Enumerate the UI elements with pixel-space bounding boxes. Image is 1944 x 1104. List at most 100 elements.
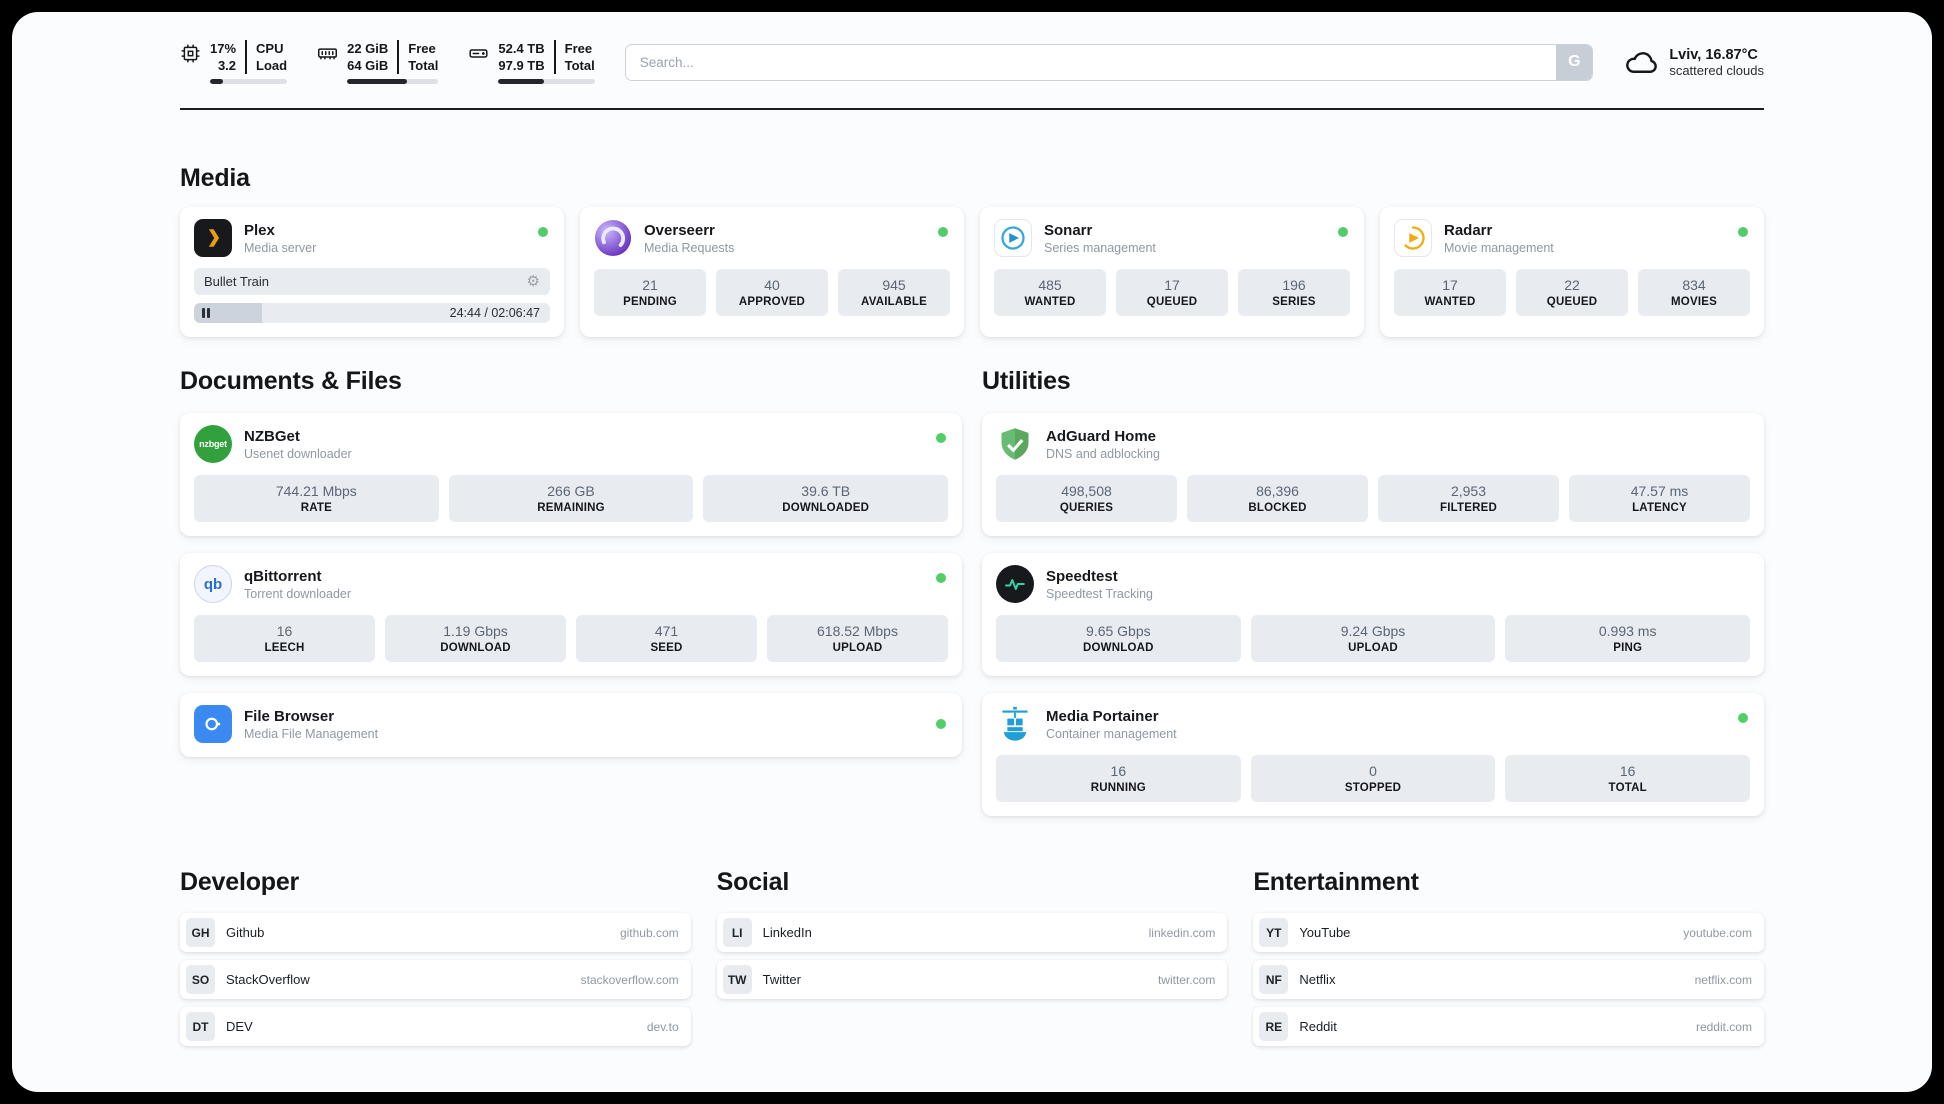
stat-blocked: 86,396 BLOCKED [1187,475,1368,522]
ram-icon [317,43,338,64]
app-name: qBittorrent [244,567,322,585]
stackoverflow-icon: SO [186,965,215,994]
stat-download: 9.65 Gbps DOWNLOAD [996,615,1241,662]
linkedin-icon: LI [722,918,752,947]
bookmark-github[interactable]: GH Github github.com [180,913,691,952]
bookmark-group-entertainment: Entertainment YT YouTube youtube.com NF … [1253,868,1764,1046]
bookmark-reddit[interactable]: RE Reddit reddit.com [1253,1007,1764,1046]
stat-wanted: 485 WANTED [994,269,1106,316]
section-title-utilities: Utilities [982,367,1071,395]
search-engine-button[interactable]: G [1556,44,1593,80]
disk-total-value: 97.9 TB [498,58,545,73]
dashboard-frame: 17% CPU 3.2 Load 22 [12,12,1932,1092]
app-name: AdGuard Home [1046,427,1157,445]
cpu-bar [210,79,288,84]
disk-monitor: 52.4 TB Free 97.9 TB Total [468,40,595,84]
stat-running: 16 RUNNING [996,755,1241,802]
stat-queued: 22 QUEUED [1516,269,1628,316]
section-utilities: Utilities AdGuard Home [982,367,1764,816]
app-subtitle: DNS and adblocking [1046,446,1160,461]
app-name: NZBGet [244,427,300,445]
stat-pending: 21 PENDING [594,269,706,316]
pause-icon[interactable] [202,308,210,318]
header: 17% CPU 3.2 Load 22 [180,40,1764,84]
app-link-radarr[interactable]: Radarr Movie management [1394,219,1750,257]
speedtest-icon [996,565,1034,603]
stat-upload: 618.52 Mbps UPLOAD [767,615,948,662]
status-dot [936,719,946,729]
sonarr-icon [994,219,1032,257]
stat-rate: 744.21 Mbps RATE [194,475,439,522]
app-link-portainer[interactable]: Media Portainer Container management [996,705,1750,743]
app-card-qbittorrent: qb qBittorrent Torrent downloader 16 LEEC… [180,553,962,676]
playback-progress-bar[interactable]: 24:44 / 02:06:47 [194,303,550,323]
app-card-speedtest: Speedtest Speedtest Tracking 9.65 Gbps DO… [982,553,1764,676]
section-media: Media Plex Media server [180,164,1764,337]
bookmark-stackoverflow[interactable]: SO StackOverflow stackoverflow.com [180,960,691,999]
netflix-icon: NF [1259,965,1289,994]
plex-icon [194,219,232,257]
bookmark-linkedin[interactable]: LI LinkedIn linkedin.com [716,913,1228,952]
section-title-documents: Documents & Files [180,367,402,395]
github-icon: GH [186,918,215,947]
app-link-plex[interactable]: Plex Media server [194,219,550,257]
cpu-monitor: 17% CPU 3.2 Load [180,40,288,84]
app-subtitle: Usenet downloader [244,446,352,461]
disk-free-value: 52.4 TB [498,41,545,56]
app-link-adguard[interactable]: AdGuard Home DNS and adblocking [996,425,1750,463]
settings-gear-icon[interactable]: ⚙ [526,273,540,290]
twitter-icon: TW [722,965,752,994]
stat-available: 945 AVAILABLE [838,269,950,316]
header-divider [180,108,1764,110]
ram-free-label: Free [397,40,438,57]
status-dot [538,227,548,237]
stats-row: 9.65 Gbps DOWNLOAD 9.24 Gbps UPLOAD 0.993 … [996,615,1751,662]
app-link-overseerr[interactable]: Overseerr Media Requests [594,219,950,257]
bookmark-netflix[interactable]: NF Netflix netflix.com [1253,960,1764,999]
app-card-filebrowser: File Browser Media File Management [180,693,962,757]
stat-seed: 471 SEED [576,615,757,662]
section-documents: Documents & Files nzbget NZBGet Usenet d… [180,367,962,757]
section-title-media: Media [180,164,250,192]
app-name: Plex [244,221,275,239]
app-link-sonarr[interactable]: Sonarr Series management [994,219,1350,257]
weather-widget: Lviv, 16.87°C scattered clouds [1623,44,1764,80]
stat-latency: 47.57 ms LATENCY [1569,475,1750,522]
overseerr-icon [594,219,632,257]
status-dot [1738,713,1748,723]
stat-approved: 40 APPROVED [716,269,828,316]
weather-location: Lviv, 16.87°C [1669,46,1758,63]
cloud-icon [1623,44,1659,80]
app-link-qbittorrent[interactable]: qb qBittorrent Torrent downloader [194,565,948,603]
reddit-icon: RE [1259,1012,1289,1041]
search-input[interactable] [624,43,1594,81]
app-link-nzbget[interactable]: nzbget NZBGet Usenet downloader [194,425,948,463]
stat-total: 16 TOTAL [1505,755,1751,802]
stat-leech: 16 LEECH [194,615,375,662]
app-name: Speedtest [1046,567,1118,585]
weather-condition: scattered clouds [1669,62,1764,78]
stats-row: 16 LEECH 1.19 Gbps DOWNLOAD 471 SEED 618.52… [194,615,948,662]
app-name: Media Portainer [1046,707,1159,725]
app-card-portainer: Media Portainer Container management 16 R… [982,693,1764,816]
bookmark-twitter[interactable]: TW Twitter twitter.com [716,960,1228,999]
ram-total-value: 64 GiB [347,58,389,73]
ram-monitor: 22 GiB Free 64 GiB Total [317,40,439,84]
stat-stopped: 0 STOPPED [1250,755,1496,802]
qbittorrent-icon: qb [194,565,232,603]
stat-movies: 834 MOVIES [1638,269,1750,316]
app-name: Sonarr [1044,221,1093,239]
stats-row: 16 RUNNING 0 STOPPED 16 TOTAL [996,755,1751,802]
disk-free-label: Free [553,40,595,57]
app-link-speedtest[interactable]: Speedtest Speedtest Tracking [996,565,1750,603]
app-card-nzbget: nzbget NZBGet Usenet downloader 744.21 M… [180,413,962,536]
bookmark-youtube[interactable]: YT YouTube youtube.com [1253,913,1764,952]
app-link-filebrowser[interactable]: File Browser Media File Management [194,705,948,743]
disk-bar [498,79,595,84]
app-card-sonarr: Sonarr Series management 485 WANTED 17 QUE… [980,207,1364,337]
cpu-icon [180,43,201,64]
ram-bar [347,79,439,84]
bookmark-dev[interactable]: DT DEV dev.to [180,1007,691,1046]
stat-series: 196 SERIES [1238,269,1350,316]
